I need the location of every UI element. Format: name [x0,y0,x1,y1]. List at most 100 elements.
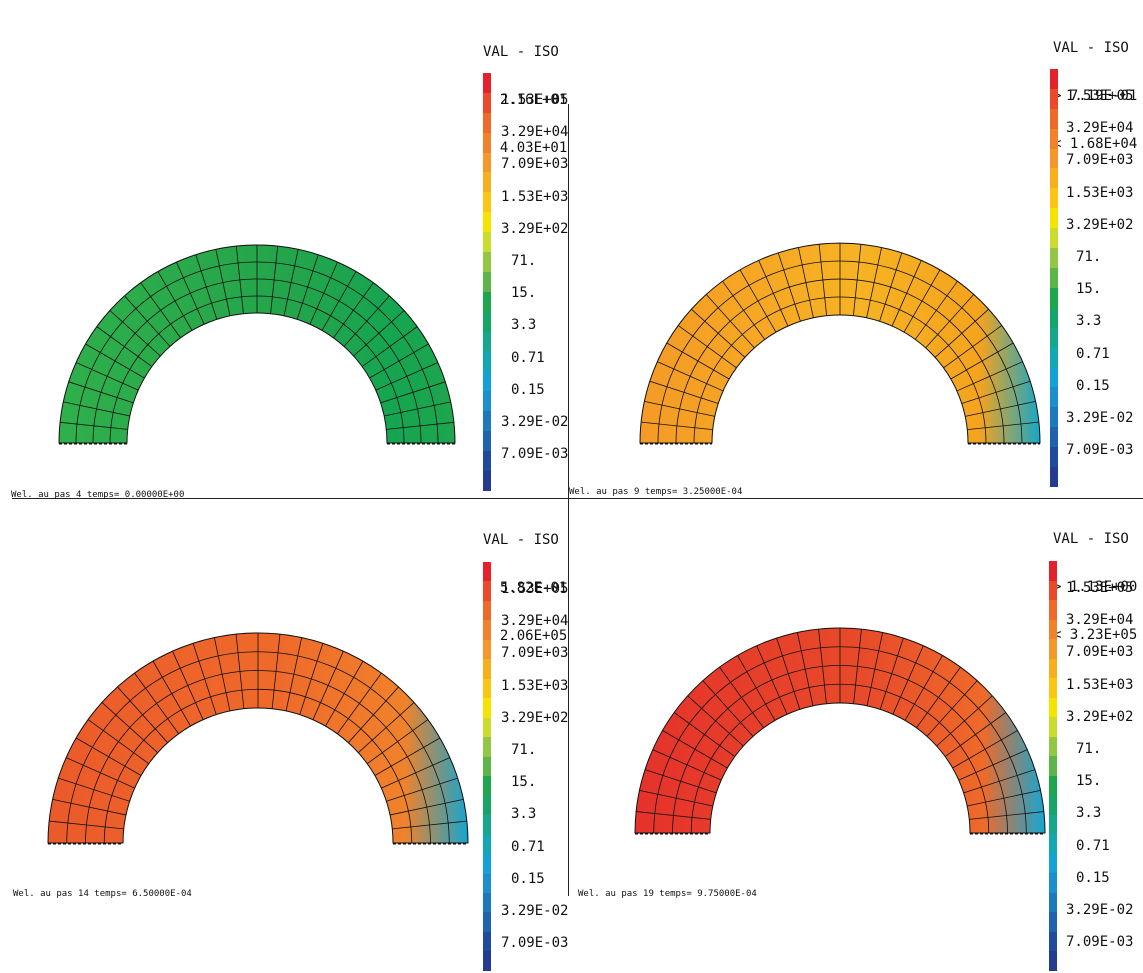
colorbar-swatch [483,620,491,640]
mesh-radial [956,361,1023,392]
legend-min: < 4.03E+01 [483,140,568,156]
colorbar-swatch [483,717,491,738]
colorbar-swatch [483,873,491,893]
mesh-radial [192,643,217,715]
colorbar-swatch [1049,697,1057,718]
colorbar-tick-label: 15. [511,774,537,791]
mesh-radial [68,381,134,404]
colorbar-swatch [483,795,491,816]
colorbar-tick-label: 1.53E+03 [501,677,569,694]
mesh-radial [892,645,924,715]
mesh-radial [702,680,754,737]
mesh-radial [213,637,231,712]
colorbar-swatch [1049,600,1057,620]
colorbar-swatch [483,271,491,292]
mesh-radial [285,637,303,712]
mesh-radial [796,632,814,706]
colorbar-swatch [483,331,491,352]
colorbar-tick-label: 7.09E+03 [501,645,569,662]
colorbar-swatch [483,152,491,173]
mesh-radial [381,757,451,789]
colorbar-tick-label: 7.09E-03 [1066,442,1134,459]
colorbar-swatch [1049,619,1057,640]
mesh-radial [270,246,279,314]
mesh-radial [687,695,744,747]
horizontal-divider [12,498,1143,499]
colorbar-tick-label: 71. [1076,249,1102,265]
colorbar-swatch [483,912,491,932]
mesh-radial [374,737,441,776]
mesh-radial [639,789,713,807]
colorbar-swatch [1050,267,1058,288]
colorbar-swatch [1049,892,1057,913]
colorbar-tick-label: 1.53E+05 [501,581,569,597]
mesh-radial [926,680,978,737]
colorbar-swatch [483,834,491,855]
colorbar [1049,561,1057,971]
colorbar-swatch [483,411,491,432]
colorbar-tick-label: 3.29E+02 [1066,216,1134,233]
colorbar-swatch [1050,287,1058,308]
mesh-radial [87,719,150,764]
mesh-radial [176,261,205,325]
mesh-radial [65,757,135,789]
colorbar-swatch [483,252,491,272]
mesh-radial [101,702,158,753]
colorbar-swatch [483,291,491,312]
colorbar-tick-label: 71. [511,253,537,269]
mesh-radial [299,643,324,715]
mesh-radial [195,254,218,320]
half-ring-mesh [634,627,1046,835]
colorbar-swatch [1050,446,1058,467]
mesh-radial [818,244,828,316]
mesh-radial [776,637,801,710]
colorbar-swatch [1050,387,1058,408]
colorbar-swatch [483,92,491,113]
colorbar [1050,69,1058,487]
colorbar-tick-label: 7.09E+03 [501,156,569,173]
colorbar-swatch [483,431,491,451]
colorbar-swatch [483,172,491,193]
colorbar-tick-label: 7.09E+03 [1066,644,1134,661]
colorbar-swatch [1050,307,1058,328]
colorbar-swatch [483,678,491,699]
colorbar-tick-label: 3.29E+02 [1066,708,1134,725]
colorbar-swatch [1050,148,1058,169]
mesh-radial [904,655,943,721]
colorbar-swatch [1049,775,1057,796]
colorbar-tick-label: 3.3 [1076,805,1102,822]
colorbar-swatch [1050,188,1058,209]
colorbar-tick-label: 3.29E-02 [1066,902,1134,918]
colorbar-tick-label: 1.53E+05 [501,92,569,108]
mesh-radial [925,294,975,349]
mesh-radial [652,749,722,781]
mesh-radial [309,261,338,325]
panel-step-4: VAL - ISO > 2.16E+01 < 4.03E+01 1.53E+05… [0,0,570,500]
mesh-radial [866,632,884,706]
colorbar-swatch [483,737,491,757]
mesh-radial [649,380,719,404]
colorbar-swatch [483,232,491,253]
mesh-radial [758,260,789,327]
colorbar-tick-label: 0.71 [1076,345,1110,362]
colorbar-swatch [483,132,491,153]
mesh-radial [722,280,766,340]
mesh-radial [157,271,193,331]
mesh-radial [866,247,882,318]
colorbar-tick-label: 3.3 [511,806,537,823]
colorbar-tick-label: 15. [1076,281,1102,298]
mesh-radial [358,702,415,753]
mesh-radial [739,269,777,333]
colorbar-tick-label: 3.29E+02 [501,220,569,237]
mesh-radial [283,249,299,316]
colorbar-tick-label: 1.53E+05 [1066,580,1134,596]
mesh-radial [636,811,711,820]
mesh-radial [963,769,1036,794]
mesh-radial [961,380,1031,404]
mesh-radial [49,820,124,830]
colorbar-tick-label: 3.29E+04 [501,613,569,630]
colorbar-tick-label: 0.15 [1076,377,1110,394]
colorbar-swatch [1050,208,1058,229]
mesh-radial [879,637,904,710]
mesh-radial [134,672,179,735]
